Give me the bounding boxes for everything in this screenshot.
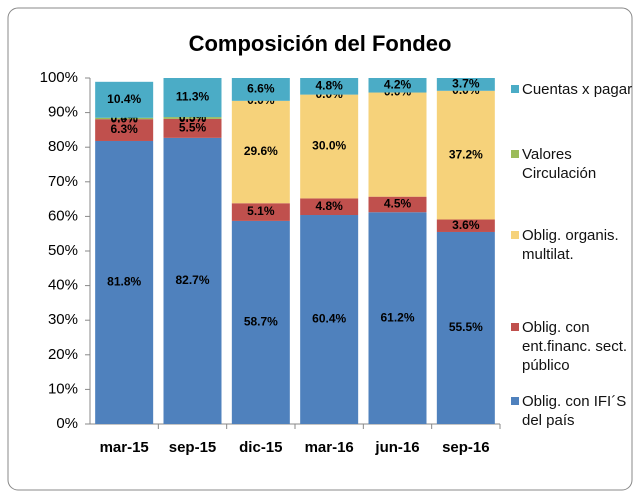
x-tick-label: sep-15 [169, 439, 217, 456]
data-label: 4.5% [384, 197, 412, 211]
bar-segment [95, 81, 154, 118]
bar-segment [163, 118, 222, 138]
data-label: 5.1% [247, 204, 275, 218]
data-label: 82.7% [175, 273, 209, 287]
y-tick-label: 60% [48, 207, 78, 224]
y-tick-label: 30% [48, 311, 78, 328]
bar-segment [368, 92, 427, 197]
data-label: 30.0% [312, 139, 346, 153]
x-tick-label: jun-16 [374, 439, 419, 456]
y-tick-label: 70% [48, 173, 78, 190]
data-label: 81.8% [107, 275, 141, 289]
bar-segment [300, 78, 359, 95]
data-label: 60.4% [312, 312, 346, 326]
data-label: 29.6% [244, 144, 278, 158]
legend-item: Oblig. con ent.financ. sect. público [511, 318, 634, 375]
bar-segment [163, 117, 222, 119]
legend-label: Oblig. con IFI´S del país [522, 393, 627, 429]
bar-segment [368, 196, 427, 213]
bar-segment [368, 212, 427, 424]
data-label: 5.5% [179, 121, 207, 135]
legend-label: Cuentas x pagar [522, 81, 633, 98]
bar-segment [300, 94, 359, 199]
y-tick-label: 80% [48, 138, 78, 155]
x-tick-label: mar-16 [305, 439, 354, 456]
x-tick-label: sep-16 [442, 439, 490, 456]
legend-item: Cuentas x pagar [511, 80, 634, 99]
legend-swatch [511, 323, 519, 331]
y-tick-label: 20% [48, 346, 78, 363]
bar-segment [95, 117, 154, 120]
bar-segment [436, 219, 495, 232]
legend-swatch [511, 150, 519, 158]
x-tick-label: mar-15 [100, 439, 149, 456]
legend-item: Oblig. organis. multilat. [511, 226, 634, 264]
bar-segment [163, 137, 222, 424]
bar-segment [231, 78, 290, 101]
bar-segment [95, 140, 154, 425]
data-label: 37.2% [449, 147, 483, 161]
legend-label: Oblig. organis. multilat. [522, 227, 619, 263]
data-label: 6.6% [247, 82, 275, 96]
bar-segment [231, 220, 290, 424]
y-tick-label: 90% [48, 104, 78, 121]
bar-segment [231, 100, 290, 204]
legend-label: Valores Circulación [522, 146, 597, 182]
data-label: 55.5% [449, 320, 483, 334]
data-label: 11.3% [176, 90, 210, 104]
legend-swatch [511, 231, 519, 239]
legend-item: Valores Circulación [511, 145, 634, 183]
y-tick-label: 0% [56, 415, 78, 432]
bar-segment [163, 78, 222, 118]
bar-segment [300, 198, 359, 216]
data-label: 58.7% [244, 315, 278, 329]
legend-label: Oblig. con ent.financ. sect. público [522, 319, 628, 374]
data-label: 4.8% [315, 78, 343, 92]
data-label: 10.4% [107, 92, 141, 106]
bar-segment [231, 203, 290, 221]
bar-segment [368, 78, 427, 93]
x-tick-label: dic-15 [239, 439, 282, 456]
data-label: 4.8% [315, 199, 343, 213]
y-tick-label: 50% [48, 242, 78, 259]
data-label: 4.2% [384, 77, 412, 91]
legend-item: Oblig. con IFI´S del país [511, 392, 634, 430]
bar-segment [300, 215, 359, 424]
y-tick-label: 10% [48, 380, 78, 397]
bar-segment [436, 78, 495, 91]
bar-segment [95, 119, 154, 141]
y-tick-label: 40% [48, 277, 78, 294]
data-label: 6.3% [110, 122, 138, 136]
data-label: 61.2% [380, 310, 414, 324]
data-label: 3.7% [452, 77, 480, 91]
bar-segment [436, 90, 495, 220]
y-tick-label: 100% [40, 69, 78, 86]
legend-swatch [511, 397, 519, 405]
bar-segment [436, 231, 495, 424]
data-label: 3.6% [452, 218, 480, 232]
chart-title: Composición del Fondeo [189, 31, 452, 56]
legend-swatch [511, 85, 519, 93]
